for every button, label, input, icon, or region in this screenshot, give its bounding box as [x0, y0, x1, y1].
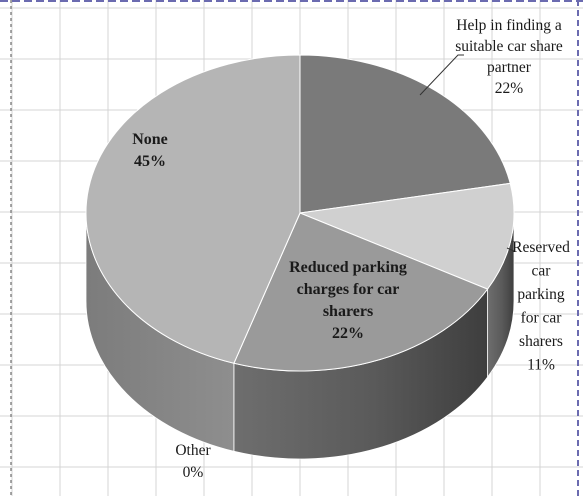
slice-label: Reserved car parking for car sharers 11% [512, 239, 570, 374]
leader-line [506, 247, 515, 252]
leader-line [419, 54, 464, 96]
slice-label: Reduced parking charges for car sharers 22% [289, 259, 407, 342]
slice-label: Help in finding a suitable car share partn… [455, 17, 563, 97]
pie-top [85, 54, 515, 372]
pie-slice [299, 54, 511, 214]
leader-lines [419, 54, 515, 252]
pie-slice [233, 212, 489, 372]
pie-slice [85, 54, 301, 364]
slice-label: None 45% [132, 131, 168, 170]
pie-slice [298, 182, 515, 290]
slice-labels: Help in finding a suitable car share partn… [132, 17, 570, 481]
slice-label: Other 0% [175, 442, 211, 481]
